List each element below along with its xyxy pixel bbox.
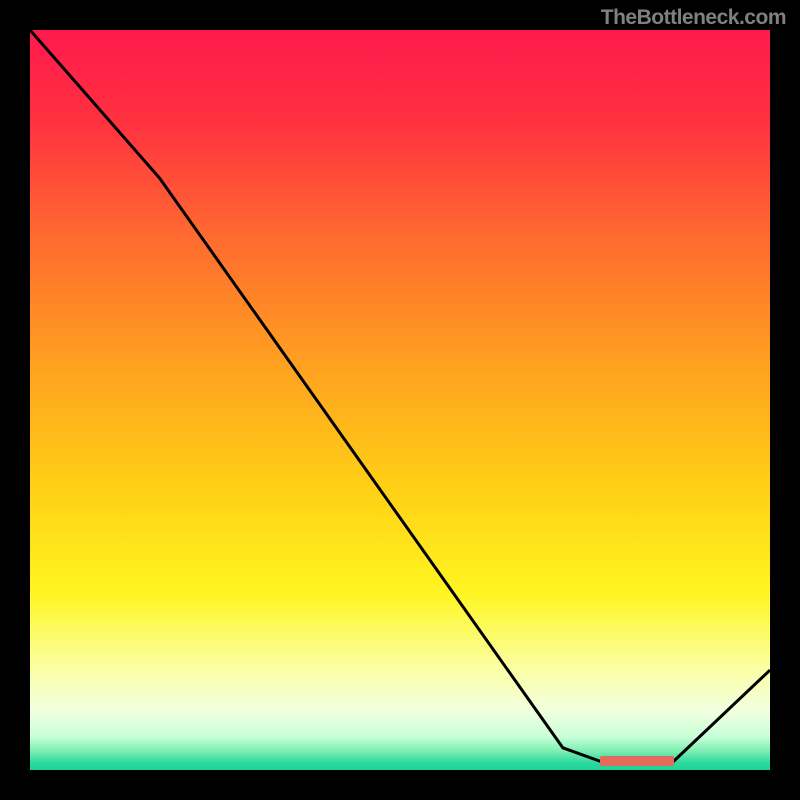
attribution-text: TheBottleneck.com xyxy=(601,6,786,30)
chart-line xyxy=(30,30,770,770)
plot-area xyxy=(30,30,770,770)
selection-marker xyxy=(600,756,674,766)
